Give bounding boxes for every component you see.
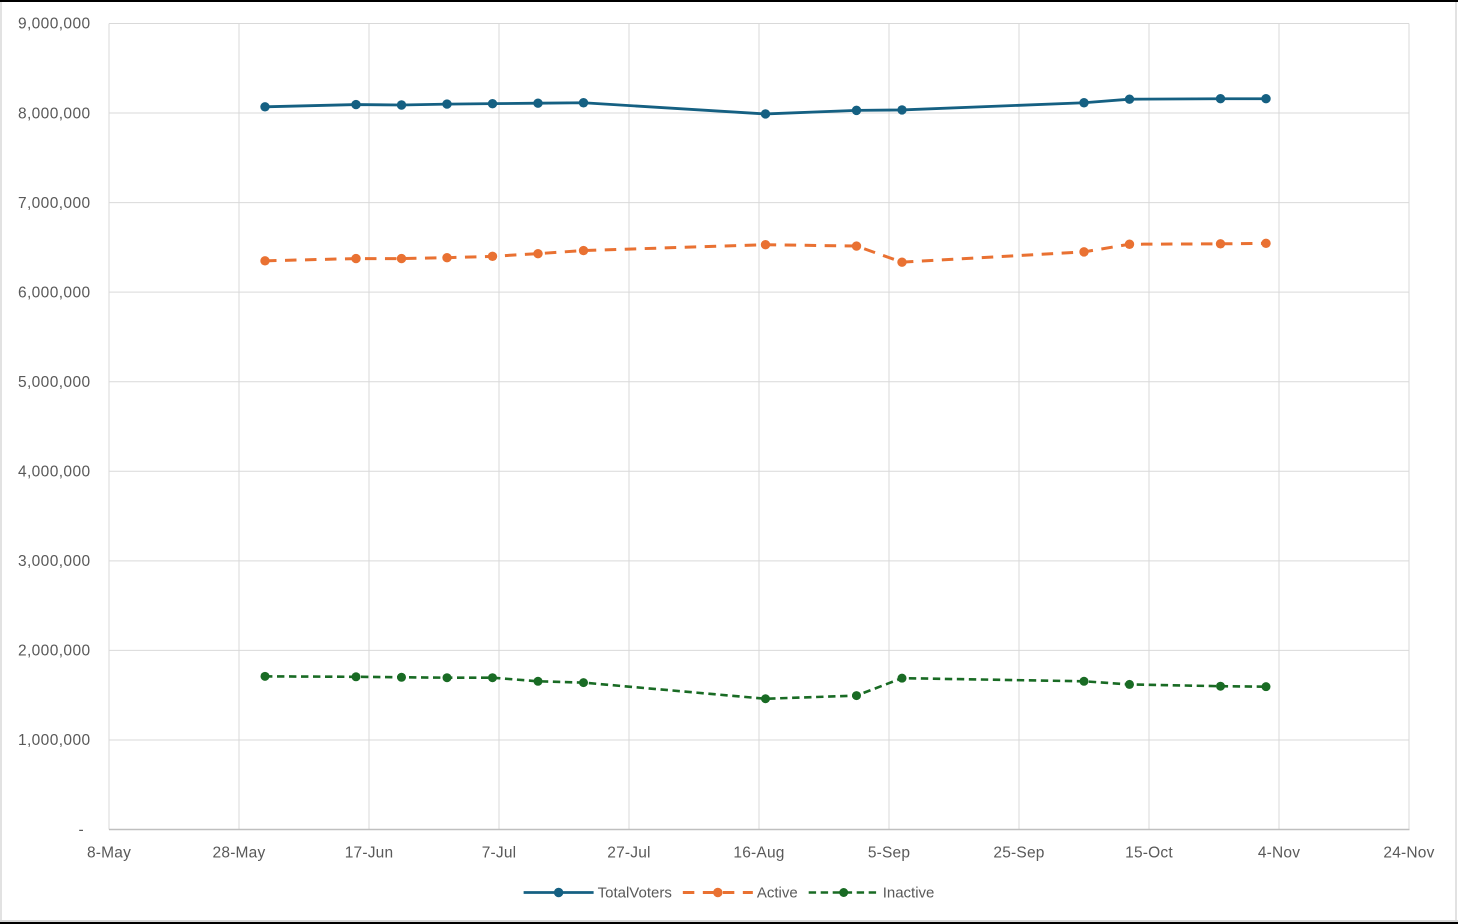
- data-point-inactive: [260, 671, 270, 681]
- data-point-active: [1124, 239, 1135, 249]
- data-point-inactive: [579, 678, 588, 688]
- bottom-gray-line: [0, 920, 1458, 922]
- data-point-totalvoters: [897, 105, 907, 115]
- y-tick-label: 6,000,000: [18, 284, 91, 301]
- data-point-totalvoters: [851, 105, 862, 116]
- data-point-inactive: [1216, 681, 1225, 691]
- y-tick-label: 7,000,000: [18, 195, 91, 212]
- left-edge-line: [0, 2, 2, 920]
- y-tick-label: 2,000,000: [18, 643, 91, 660]
- data-point-active: [442, 252, 452, 263]
- legend-item-inactive[interactable]: Inactive: [808, 885, 935, 902]
- bottom-edge-line: [0, 922, 1458, 924]
- data-point-totalvoters: [487, 98, 498, 109]
- data-point-active: [760, 240, 771, 250]
- legend-label-inactive: Inactive: [883, 885, 935, 902]
- data-point-inactive: [1079, 676, 1089, 686]
- data-point-active: [1261, 238, 1271, 249]
- x-tick-label: 7-Jul: [482, 845, 517, 862]
- data-point-inactive: [488, 673, 497, 683]
- data-point-totalvoters: [260, 102, 270, 112]
- data-point-inactive: [397, 672, 406, 682]
- data-point-totalvoters: [1261, 94, 1271, 104]
- series-line-totalvoters: [264, 97, 1266, 116]
- gridlines: [108, 23, 1410, 830]
- x-tick-label: 25-Sep: [993, 845, 1044, 862]
- x-tick-label: 15-Oct: [1125, 845, 1173, 862]
- x-tick-label: 17-Jun: [345, 845, 394, 862]
- data-point-totalvoters: [1124, 94, 1135, 104]
- data-point-totalvoters: [442, 99, 452, 109]
- y-tick-label: -: [78, 822, 84, 839]
- series-totalvoters: [260, 94, 1271, 119]
- data-point-totalvoters: [396, 100, 407, 110]
- data-point-inactive: [351, 672, 361, 682]
- data-point-active: [487, 251, 498, 262]
- data-point-active: [260, 256, 270, 266]
- data-point-inactive: [761, 694, 770, 704]
- y-tick-label: 8,000,000: [18, 105, 91, 122]
- data-point-active: [578, 245, 589, 256]
- data-point-inactive: [1261, 682, 1271, 692]
- data-point-inactive: [897, 673, 907, 683]
- data-point-totalvoters: [760, 109, 771, 119]
- data-point-inactive: [1125, 679, 1134, 689]
- data-point-active: [851, 241, 862, 251]
- y-tick-label: 5,000,000: [18, 374, 91, 391]
- x-tick-label: 4-Nov: [1258, 845, 1300, 862]
- series-line-inactive: [264, 675, 1267, 701]
- y-tick-label: 1,000,000: [18, 732, 91, 749]
- data-point-inactive: [442, 673, 452, 683]
- data-point-totalvoters: [533, 98, 543, 108]
- data-point-active: [1215, 239, 1226, 249]
- x-tick-label: 28-May: [213, 845, 266, 862]
- data-point-totalvoters: [351, 99, 361, 110]
- y-tick-label: 9,000,000: [18, 16, 91, 33]
- right-edge-line: [1455, 2, 1457, 920]
- x-tick-label: 16-Aug: [733, 845, 784, 862]
- legend-marker-inactive: [839, 888, 849, 897]
- x-tick-label: 5-Sep: [868, 845, 910, 862]
- legend-item-totalvoters[interactable]: TotalVoters: [523, 885, 672, 902]
- legend-label-totalvoters: TotalVoters: [598, 885, 672, 902]
- data-point-active: [351, 253, 361, 264]
- legend-marker-totalvoters: [553, 887, 564, 898]
- data-point-inactive: [533, 676, 543, 686]
- series-active: [260, 238, 1271, 267]
- legend: TotalVoters Active Inactive: [523, 885, 935, 902]
- y-tick-label: 4,000,000: [18, 463, 91, 480]
- data-point-totalvoters: [1079, 98, 1089, 108]
- x-tick-label: 24-Nov: [1383, 845, 1434, 862]
- data-point-totalvoters: [1215, 94, 1226, 104]
- data-point-totalvoters: [578, 98, 589, 108]
- legend-item-active[interactable]: Active: [682, 885, 798, 902]
- data-point-active: [533, 248, 543, 259]
- data-point-active: [396, 253, 407, 264]
- series-inactive: [260, 671, 1271, 704]
- y-axis-labels: - 1,000,000 2,000,000 3,000,000 4,000,000 5,0…: [18, 16, 91, 839]
- legend-marker-active: [713, 887, 723, 898]
- x-tick-label: 27-Jul: [607, 845, 650, 862]
- top-edge-line: [0, 0, 1458, 2]
- y-tick-label: 3,000,000: [18, 553, 91, 570]
- data-point-active: [897, 257, 907, 267]
- data-point-active: [1079, 247, 1089, 257]
- data-point-inactive: [852, 691, 861, 701]
- legend-label-active: Active: [757, 885, 798, 902]
- x-tick-label: 8-May: [87, 845, 131, 862]
- x-axis-labels: 8-May 28-May 17-Jun 7-Jul 27-Jul 16-Aug 5-Sep 2…: [87, 845, 1434, 862]
- series-line-active: [264, 241, 1267, 264]
